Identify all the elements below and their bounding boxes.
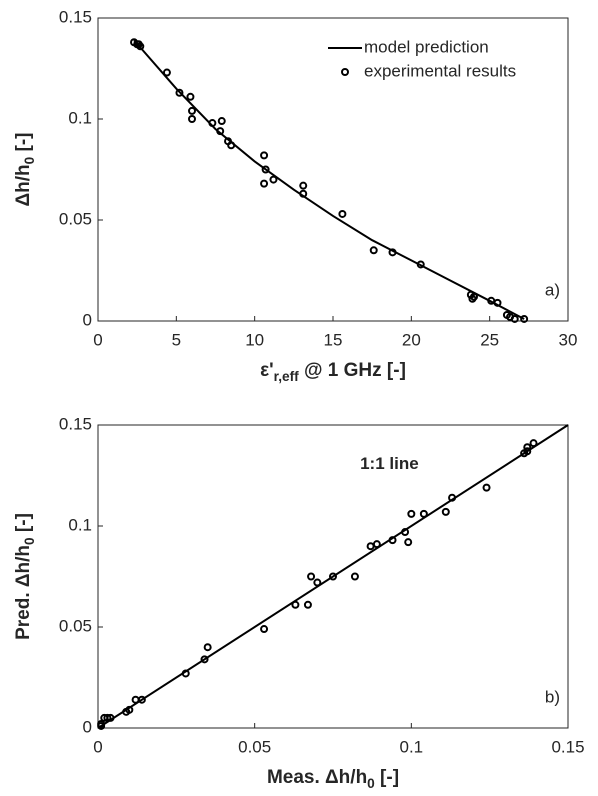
point xyxy=(523,443,532,452)
point xyxy=(510,314,519,323)
y-tick-label: 0.05 xyxy=(59,209,92,228)
point xyxy=(520,314,529,323)
point xyxy=(260,151,269,160)
line xyxy=(97,424,569,729)
x-tick-label: 10 xyxy=(245,330,264,349)
point xyxy=(313,578,322,587)
point xyxy=(261,165,270,174)
legend-label: experimental results xyxy=(364,61,516,80)
x-axis-label: Meas. Δh/h0 [-] xyxy=(267,767,399,791)
point xyxy=(372,540,381,549)
y-tick-label: 0.1 xyxy=(68,108,92,127)
point xyxy=(175,88,184,97)
point xyxy=(329,572,337,581)
x-tick-label: 25 xyxy=(480,330,499,349)
x-tick-label: 0.15 xyxy=(551,737,584,756)
point xyxy=(369,246,378,255)
x-tick-label: 0.05 xyxy=(238,737,271,756)
point xyxy=(388,248,397,257)
point xyxy=(260,625,269,634)
point xyxy=(216,127,225,136)
point xyxy=(493,298,502,307)
point xyxy=(366,542,375,551)
y-tick-label: 0.05 xyxy=(59,616,92,635)
annotation: b) xyxy=(545,687,560,706)
y-axis-label: Pred. Δh/h0 [-] xyxy=(13,513,37,640)
point xyxy=(186,92,195,101)
point xyxy=(217,117,226,126)
point xyxy=(482,483,491,492)
y-axis-label: Δh/h0 [-] xyxy=(13,132,37,206)
point xyxy=(419,509,428,518)
x-axis-label-part: @ 1 GHz [-] xyxy=(299,360,406,381)
y-axis-label-part: 0 xyxy=(22,537,37,545)
x-axis-label-part: [-] xyxy=(375,767,399,788)
x-tick-label: 0 xyxy=(93,330,102,349)
y-axis-label-part: 0 xyxy=(22,156,37,164)
point xyxy=(137,695,146,704)
point xyxy=(404,538,413,547)
line xyxy=(133,39,525,320)
point xyxy=(97,721,106,730)
y-tick-label: 0 xyxy=(83,310,92,329)
point xyxy=(188,115,196,123)
point xyxy=(350,572,359,581)
point xyxy=(338,209,347,218)
point xyxy=(291,600,300,609)
x-axis-label-part: Meas. Δh/h xyxy=(267,767,367,788)
x-axis-label-part: 0 xyxy=(367,776,375,791)
point xyxy=(203,643,212,652)
point xyxy=(227,141,236,150)
y-axis-label-part: Pred. Δh/h xyxy=(13,545,34,640)
y-tick-label: 0.15 xyxy=(59,414,92,433)
point xyxy=(529,439,538,448)
x-axis-label-part: r,eff xyxy=(274,369,300,384)
point xyxy=(299,181,308,190)
point xyxy=(407,509,416,518)
axes-box xyxy=(97,424,569,729)
x-tick-label: 30 xyxy=(559,330,578,349)
point xyxy=(208,119,217,128)
point xyxy=(269,175,278,184)
point xyxy=(125,705,134,714)
point xyxy=(131,695,140,704)
point xyxy=(441,507,450,516)
y-tick-label: 0.15 xyxy=(59,7,92,26)
y-axis-label-part: [-] xyxy=(13,513,34,537)
point xyxy=(299,189,308,198)
y-tick-label: 0.1 xyxy=(68,515,92,534)
point xyxy=(162,68,171,77)
legend-marker xyxy=(341,68,349,76)
legend-label: model prediction xyxy=(364,37,489,56)
x-axis-label: ε'r,eff @ 1 GHz [-] xyxy=(260,360,406,384)
point xyxy=(401,528,410,537)
x-tick-label: 15 xyxy=(324,330,343,349)
x-axis-label-part: ε' xyxy=(260,360,274,381)
point xyxy=(134,40,143,49)
annotation: a) xyxy=(545,280,560,299)
point xyxy=(468,294,477,303)
point xyxy=(448,493,457,502)
point xyxy=(200,655,209,664)
y-axis-label-part: [-] xyxy=(13,132,34,156)
point xyxy=(307,572,316,581)
point xyxy=(106,713,115,722)
y-tick-label: 0 xyxy=(83,717,92,736)
y-axis-label-part: Δh/h xyxy=(13,164,34,206)
point xyxy=(188,106,196,115)
x-tick-label: 0.1 xyxy=(400,737,424,756)
point xyxy=(260,179,269,188)
point xyxy=(303,600,312,609)
x-tick-label: 0 xyxy=(93,737,102,756)
point xyxy=(388,536,397,545)
point xyxy=(416,260,425,269)
point xyxy=(523,447,532,456)
x-tick-label: 20 xyxy=(402,330,421,349)
point xyxy=(181,669,190,678)
line-label: 1:1 line xyxy=(360,454,419,473)
point xyxy=(103,713,112,722)
x-tick-label: 5 xyxy=(172,330,181,349)
